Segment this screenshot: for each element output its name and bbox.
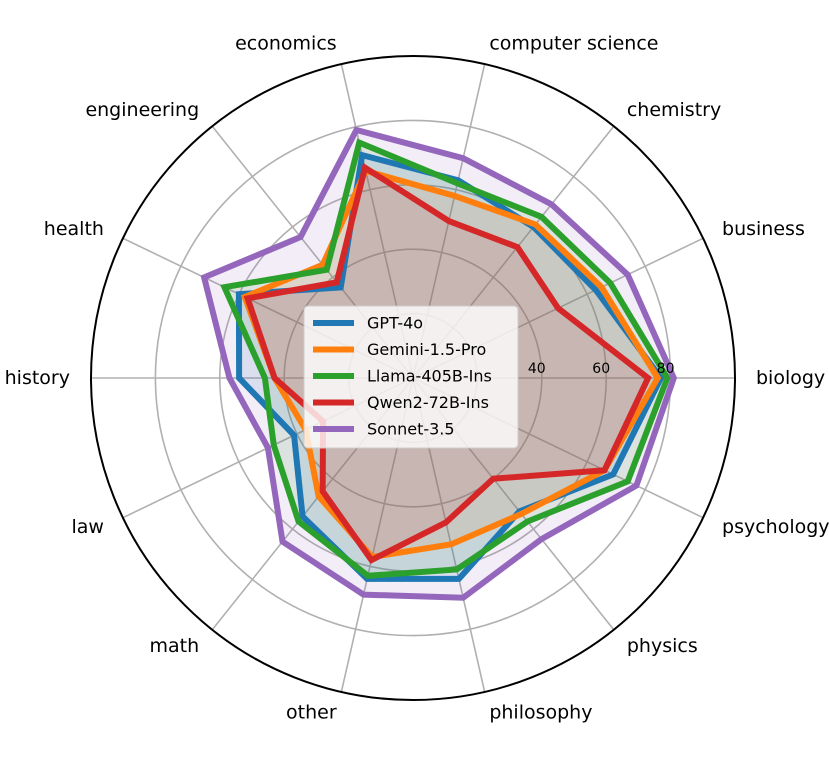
axis-label-law: law xyxy=(71,516,103,538)
legend-label-llama-405b-ins: Llama-405B-Ins xyxy=(367,367,492,386)
axis-label-economics: economics xyxy=(235,33,337,55)
series-lines xyxy=(200,126,678,601)
tick-label-80: 80 xyxy=(657,361,675,377)
axis-label-psychology: psychology xyxy=(722,516,829,538)
legend-box xyxy=(303,305,519,449)
axis-label-chemistry: chemistry xyxy=(627,99,721,121)
legend-label-qwen2-72b-ins: Qwen2-72B-Ins xyxy=(367,393,489,412)
legend-label-gemini-1-5-pro: Gemini-1.5-Pro xyxy=(367,340,486,359)
series-line-sonnet-3-5 xyxy=(200,126,678,601)
polar-frame xyxy=(90,55,736,701)
axis-label-health: health xyxy=(44,218,104,240)
axis-labels: biology business chemistry computer science… xyxy=(5,33,829,724)
axis-label-business: business xyxy=(722,218,805,240)
tick-label-60: 60 xyxy=(592,361,610,377)
axis-label-math: math xyxy=(149,635,199,657)
axis-label-engineering: engineering xyxy=(85,99,199,121)
legend-label-sonnet-3-5: Sonnet-3.5 xyxy=(367,420,455,439)
axis-label-physics: physics xyxy=(627,635,698,657)
axis-label-biology: biology xyxy=(756,367,825,389)
radial-tick-labels: 40 60 80 xyxy=(528,361,675,377)
tick-label-40: 40 xyxy=(528,361,546,377)
legend: GPT-4o Gemini-1.5-Pro Llama-405B-Ins Qwen2-… xyxy=(303,305,519,449)
axis-label-philosophy: philosophy xyxy=(489,701,592,723)
series-line-llama-405b-ins xyxy=(220,138,671,579)
series-line-qwen2-72b-ins xyxy=(243,162,652,564)
axis-label-computer-science: computer science xyxy=(489,33,658,55)
series-line-gpt-4o xyxy=(235,151,665,582)
axis-label-other: other xyxy=(286,701,337,723)
legend-label-gpt-4o: GPT-4o xyxy=(367,314,423,333)
axis-label-history: history xyxy=(5,367,70,389)
